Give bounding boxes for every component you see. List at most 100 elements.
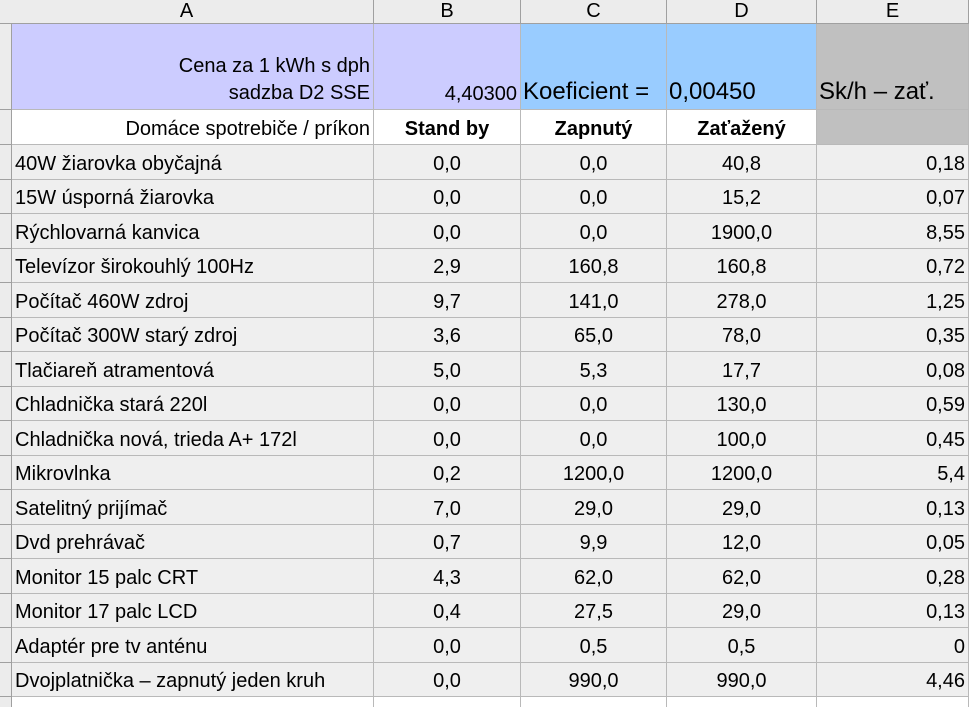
standby-value-cell[interactable]: 0,0 bbox=[374, 628, 521, 663]
load-value-cell[interactable]: 278,0 bbox=[667, 283, 817, 318]
load-value-cell[interactable]: 130,0 bbox=[667, 387, 817, 421]
load-value-cell[interactable]: 990,0 bbox=[667, 663, 817, 697]
coefficient-value-cell[interactable]: 0,00450 bbox=[667, 24, 817, 110]
on-value-cell[interactable]: 65,0 bbox=[521, 318, 667, 352]
coefficient-label-cell[interactable]: Koeficient = bbox=[521, 24, 667, 110]
cost-value-cell[interactable]: 0,72 bbox=[817, 249, 969, 283]
load-value-cell[interactable]: 29,0 bbox=[667, 490, 817, 525]
on-value-cell[interactable]: 0,0 bbox=[521, 145, 667, 180]
price-value-cell[interactable]: 4,40300 bbox=[374, 24, 521, 110]
appliance-name-cell[interactable]: Satelitný prijímač bbox=[12, 490, 374, 525]
appliance-name-cell[interactable]: Chladnička stará 220l bbox=[12, 387, 374, 421]
cost-value-cell[interactable]: 0 bbox=[817, 628, 969, 663]
row-header[interactable] bbox=[0, 249, 12, 283]
appliance-header-cell[interactable]: Domáce spotrebiče / príkon bbox=[12, 110, 374, 145]
row-header[interactable] bbox=[0, 628, 12, 663]
appliance-name-cell[interactable]: 40W žiarovka obyčajná bbox=[12, 145, 374, 180]
cost-value-cell[interactable]: 4,46 bbox=[817, 663, 969, 697]
row-header[interactable] bbox=[0, 594, 12, 628]
cost-value-cell[interactable]: 8,55 bbox=[817, 214, 969, 249]
cost-value-cell[interactable]: 0,35 bbox=[817, 318, 969, 352]
cost-value-cell[interactable]: 0,05 bbox=[817, 525, 969, 559]
standby-header-cell[interactable]: Stand by bbox=[374, 110, 521, 145]
column-header-d[interactable]: D bbox=[667, 0, 817, 24]
cost-value-cell[interactable]: 1,25 bbox=[817, 283, 969, 318]
load-value-cell[interactable]: 12,0 bbox=[667, 525, 817, 559]
cost-subheader-cell[interactable] bbox=[817, 110, 969, 145]
row-header[interactable] bbox=[0, 145, 12, 180]
on-value-cell[interactable]: 0,0 bbox=[521, 180, 667, 214]
load-value-cell[interactable]: 17,7 bbox=[667, 352, 817, 387]
standby-value-cell[interactable]: 0,0 bbox=[374, 180, 521, 214]
load-value-cell[interactable]: 15,2 bbox=[667, 180, 817, 214]
cost-value-cell[interactable]: 0,18 bbox=[817, 145, 969, 180]
standby-value-cell[interactable]: 0,0 bbox=[374, 421, 521, 456]
standby-value-cell[interactable]: 0,0 bbox=[374, 145, 521, 180]
cost-value-cell[interactable]: 0,28 bbox=[817, 559, 969, 594]
cost-value-cell[interactable]: 0,59 bbox=[817, 387, 969, 421]
appliance-name-cell[interactable]: 15W úsporná žiarovka bbox=[12, 180, 374, 214]
cost-value-cell[interactable]: 0,45 bbox=[817, 421, 969, 456]
load-header-cell[interactable]: Zaťažený bbox=[667, 110, 817, 145]
row-header-1[interactable] bbox=[0, 24, 12, 110]
appliance-name-cell[interactable]: Počítač 460W zdroj bbox=[12, 283, 374, 318]
cost-value-cell[interactable]: 5,4 bbox=[817, 456, 969, 490]
cost-header-cell[interactable]: Sk/h – zať. bbox=[817, 24, 969, 110]
on-value-cell[interactable]: 62,0 bbox=[521, 559, 667, 594]
load-value-cell[interactable]: 160,8 bbox=[667, 249, 817, 283]
row-header[interactable] bbox=[0, 318, 12, 352]
standby-value-cell[interactable]: 0,0 bbox=[374, 214, 521, 249]
standby-value-cell[interactable]: 0,4 bbox=[374, 594, 521, 628]
standby-value-cell[interactable]: 9,7 bbox=[374, 283, 521, 318]
cost-value-cell[interactable]: 0,08 bbox=[817, 352, 969, 387]
on-value-cell[interactable]: 0,0 bbox=[521, 214, 667, 249]
appliance-name-cell[interactable]: Rýchlovarná kanvica bbox=[12, 214, 374, 249]
standby-value-cell[interactable]: 0,2 bbox=[374, 456, 521, 490]
column-header-a[interactable]: A bbox=[0, 0, 374, 24]
on-value-cell[interactable]: 27,5 bbox=[521, 594, 667, 628]
on-value-cell[interactable]: 0,0 bbox=[521, 387, 667, 421]
price-label-cell[interactable]: Cena za 1 kWh s dph sadzba D2 SSE bbox=[12, 24, 374, 110]
column-header-e[interactable]: E bbox=[817, 0, 969, 24]
load-value-cell[interactable]: 0,5 bbox=[667, 628, 817, 663]
on-value-cell[interactable]: 9,9 bbox=[521, 525, 667, 559]
empty-cell[interactable] bbox=[12, 697, 374, 707]
cost-value-cell[interactable]: 0,07 bbox=[817, 180, 969, 214]
standby-value-cell[interactable]: 0,7 bbox=[374, 525, 521, 559]
on-value-cell[interactable]: 5,3 bbox=[521, 352, 667, 387]
row-header[interactable] bbox=[0, 387, 12, 421]
column-header-c[interactable]: C bbox=[521, 0, 667, 24]
row-header[interactable] bbox=[0, 525, 12, 559]
on-value-cell[interactable]: 1200,0 bbox=[521, 456, 667, 490]
row-header-2[interactable] bbox=[0, 110, 12, 145]
on-value-cell[interactable]: 0,0 bbox=[521, 421, 667, 456]
on-value-cell[interactable]: 990,0 bbox=[521, 663, 667, 697]
appliance-name-cell[interactable]: Chladnička nová, trieda A+ 172l bbox=[12, 421, 374, 456]
row-header-empty[interactable] bbox=[0, 697, 12, 707]
standby-value-cell[interactable]: 3,6 bbox=[374, 318, 521, 352]
standby-value-cell[interactable]: 2,9 bbox=[374, 249, 521, 283]
appliance-name-cell[interactable]: Dvojplatnička – zapnutý jeden kruh bbox=[12, 663, 374, 697]
appliance-name-cell[interactable]: Monitor 17 palc LCD bbox=[12, 594, 374, 628]
standby-value-cell[interactable]: 0,0 bbox=[374, 663, 521, 697]
row-header[interactable] bbox=[0, 214, 12, 249]
row-header[interactable] bbox=[0, 490, 12, 525]
load-value-cell[interactable]: 1900,0 bbox=[667, 214, 817, 249]
standby-value-cell[interactable]: 5,0 bbox=[374, 352, 521, 387]
appliance-name-cell[interactable]: Mikrovlnka bbox=[12, 456, 374, 490]
appliance-name-cell[interactable]: Tlačiareň atramentová bbox=[12, 352, 374, 387]
cost-value-cell[interactable]: 0,13 bbox=[817, 490, 969, 525]
row-header[interactable] bbox=[0, 663, 12, 697]
on-value-cell[interactable]: 160,8 bbox=[521, 249, 667, 283]
cost-value-cell[interactable]: 0,13 bbox=[817, 594, 969, 628]
on-value-cell[interactable]: 29,0 bbox=[521, 490, 667, 525]
appliance-name-cell[interactable]: Dvd prehrávač bbox=[12, 525, 374, 559]
load-value-cell[interactable]: 62,0 bbox=[667, 559, 817, 594]
load-value-cell[interactable]: 40,8 bbox=[667, 145, 817, 180]
row-header[interactable] bbox=[0, 421, 12, 456]
on-value-cell[interactable]: 0,5 bbox=[521, 628, 667, 663]
on-value-cell[interactable]: 141,0 bbox=[521, 283, 667, 318]
standby-value-cell[interactable]: 7,0 bbox=[374, 490, 521, 525]
empty-cell[interactable] bbox=[521, 697, 667, 707]
on-header-cell[interactable]: Zapnutý bbox=[521, 110, 667, 145]
